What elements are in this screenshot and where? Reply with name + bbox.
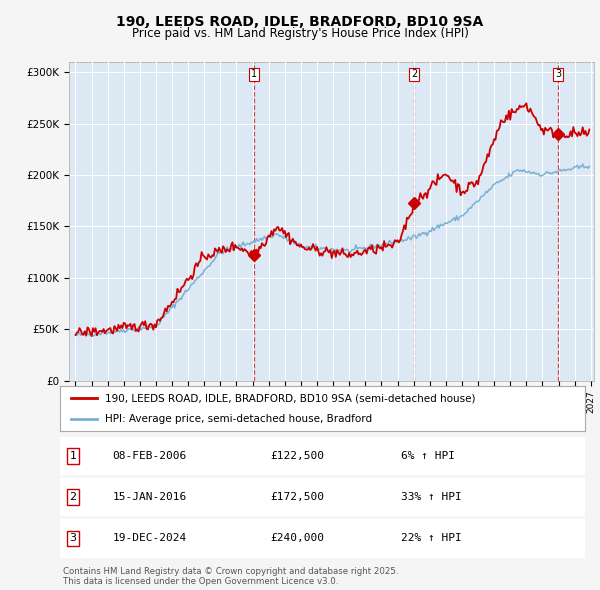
Text: £240,000: £240,000 (270, 533, 324, 543)
Text: 33% ↑ HPI: 33% ↑ HPI (401, 492, 462, 502)
Text: 08-FEB-2006: 08-FEB-2006 (113, 451, 187, 461)
Text: Contains HM Land Registry data © Crown copyright and database right 2025.
This d: Contains HM Land Registry data © Crown c… (63, 567, 398, 586)
Text: 2: 2 (411, 69, 418, 79)
Text: 1: 1 (251, 69, 257, 79)
Text: 3: 3 (555, 69, 561, 79)
Text: 3: 3 (70, 533, 77, 543)
Text: 15-JAN-2016: 15-JAN-2016 (113, 492, 187, 502)
Text: 1: 1 (70, 451, 77, 461)
Text: 22% ↑ HPI: 22% ↑ HPI (401, 533, 462, 543)
Text: £172,500: £172,500 (270, 492, 324, 502)
Text: 6% ↑ HPI: 6% ↑ HPI (401, 451, 455, 461)
Text: £122,500: £122,500 (270, 451, 324, 461)
Text: 19-DEC-2024: 19-DEC-2024 (113, 533, 187, 543)
Text: 2: 2 (70, 492, 77, 502)
Text: HPI: Average price, semi-detached house, Bradford: HPI: Average price, semi-detached house,… (104, 414, 372, 424)
Text: Price paid vs. HM Land Registry's House Price Index (HPI): Price paid vs. HM Land Registry's House … (131, 27, 469, 40)
Text: 190, LEEDS ROAD, IDLE, BRADFORD, BD10 9SA (semi-detached house): 190, LEEDS ROAD, IDLE, BRADFORD, BD10 9S… (104, 394, 475, 404)
Text: 190, LEEDS ROAD, IDLE, BRADFORD, BD10 9SA: 190, LEEDS ROAD, IDLE, BRADFORD, BD10 9S… (116, 15, 484, 29)
